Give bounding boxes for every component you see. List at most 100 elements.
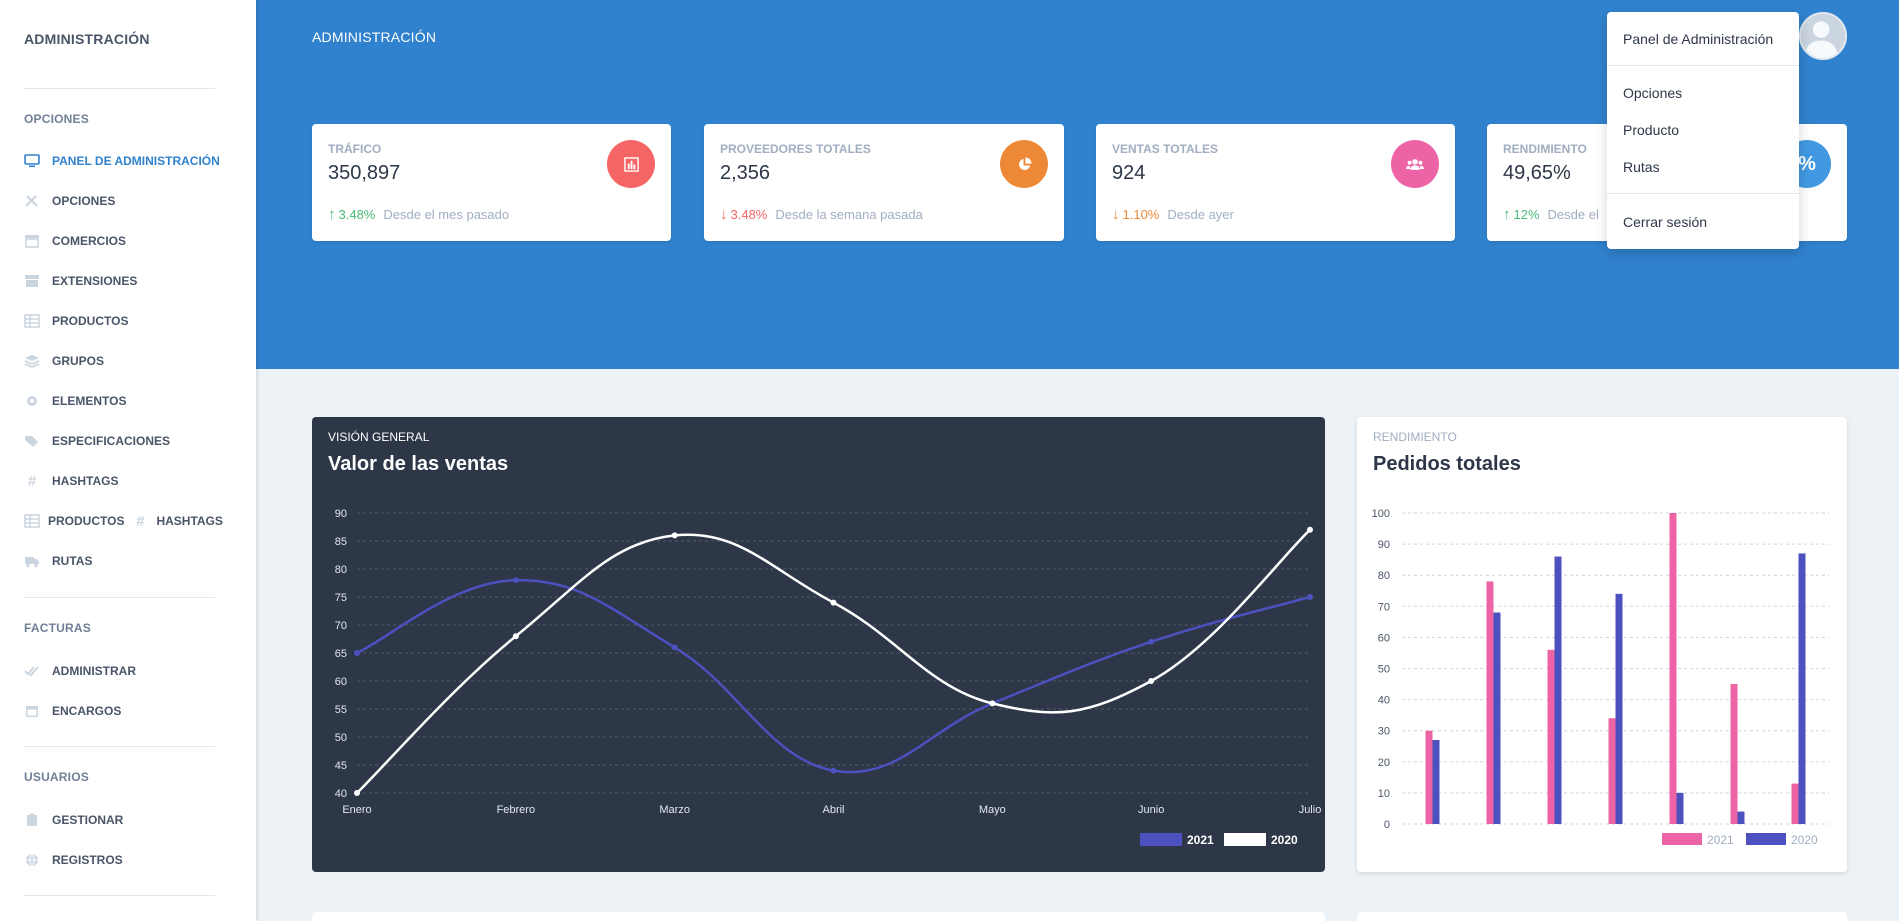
globe-icon — [24, 853, 40, 867]
y-tick-label: 40 — [1378, 695, 1390, 707]
bar — [1554, 556, 1562, 824]
sidebar-item-productos[interactable]: PRODUCTOS — [24, 311, 128, 331]
y-tick-label: 85 — [335, 536, 347, 548]
series-line-2021 — [356, 578, 1311, 774]
bar — [1798, 553, 1806, 824]
y-tick-label: 65 — [335, 648, 347, 660]
dropdown-item-panel[interactable]: Panel de Administración — [1623, 31, 1774, 47]
x-tick-label: Enero — [342, 804, 371, 816]
bar — [1669, 513, 1677, 824]
sidebar-item-label: GRUPOS — [52, 354, 105, 368]
bar — [1737, 811, 1745, 824]
sidebar-item-opciones[interactable]: OPCIONES — [24, 191, 115, 211]
sidebar-item-elementos[interactable]: ELEMENTOS — [24, 391, 126, 411]
user-silhouette-icon — [1801, 14, 1845, 58]
stat-card-proveedores: PROVEEDORES TOTALES 2,356 ↓ 3.48% Desde l… — [704, 124, 1064, 241]
dropdown-item-opciones[interactable]: Opciones — [1623, 85, 1683, 101]
sidebar-item-label: PANEL DE ADMINISTRACIÓN — [52, 154, 220, 168]
bar — [1493, 612, 1501, 824]
stat-change-value: 1.10% — [1122, 207, 1160, 222]
y-tick-label: 70 — [335, 620, 347, 632]
arrow-up-icon: ↑ — [328, 206, 336, 223]
page-title: ADMINISTRACIÓN — [312, 29, 437, 45]
chart-bar-icon — [607, 140, 655, 188]
sidebar-item-label: REGISTROS — [52, 853, 123, 867]
dropdown-item-cerrar-sesion[interactable]: Cerrar sesión — [1623, 214, 1708, 230]
sidebar-item-administrar[interactable]: ADMINISTRAR — [24, 661, 136, 681]
stat-note: Desde el mes pasado — [383, 207, 510, 222]
divider — [24, 597, 215, 598]
sidebar-item-gestionar[interactable]: GESTIONAR — [24, 810, 123, 830]
data-point — [1148, 638, 1155, 645]
x-tick-label: Marzo — [659, 804, 690, 816]
bar — [1486, 581, 1494, 824]
sidebar-item-label: GESTIONAR — [52, 813, 124, 827]
dropdown-item-producto[interactable]: Producto — [1623, 122, 1680, 138]
dropdown-divider — [1607, 65, 1799, 66]
data-point — [1307, 594, 1313, 600]
y-tick-label: 45 — [335, 760, 347, 772]
sidebar-item-encargos[interactable]: ENCARGOS — [24, 701, 121, 721]
sidebar-item-grupos[interactable]: GRUPOS — [24, 351, 104, 371]
stat-footer: ↑ 3.48% Desde el mes pasado — [328, 206, 509, 223]
bar — [1608, 718, 1616, 824]
sidebar-item-registros[interactable]: REGISTROS — [24, 850, 123, 870]
y-tick-label: 90 — [335, 508, 347, 520]
sidebar-item-productos-hashtags[interactable]: PRODUCTOS # HASHTAGS — [24, 511, 223, 531]
stat-card-ventas: VENTAS TOTALES 924 ↓ 1.10% Desde ayer — [1096, 124, 1455, 241]
y-tick-label: 70 — [1378, 601, 1390, 613]
bar-chart: 0 10 20 30 40 50 60 70 80 90 100 2021 2020 — [1372, 508, 1829, 847]
data-point — [671, 644, 678, 651]
sidebar-item-label: PRODUCTOS — [48, 514, 125, 528]
y-tick-label: 60 — [1378, 632, 1390, 644]
sidebar-item-label-2: HASHTAGS — [156, 514, 223, 528]
clipboard-icon — [24, 813, 40, 827]
stat-change-value: 12% — [1513, 207, 1540, 222]
sidebar-item-panel[interactable]: PANEL DE ADMINISTRACIÓN — [24, 151, 220, 171]
sidebar-item-label: EXTENSIONES — [52, 274, 138, 288]
data-point — [830, 599, 837, 606]
stat-footer: ↑ 12% Desde el — [1503, 206, 1599, 223]
truck-icon — [24, 554, 40, 568]
sidebar-item-extensiones[interactable]: EXTENSIONES — [24, 271, 137, 291]
y-tick-label: 90 — [1378, 539, 1390, 551]
stat-note: Desde la semana pasada — [775, 207, 923, 222]
bar — [1425, 730, 1433, 824]
sidebar-item-hashtags[interactable]: # HASHTAGS — [24, 471, 119, 491]
y-tick-label: 30 — [1378, 726, 1390, 738]
data-point — [354, 790, 360, 796]
y-tick-label: 20 — [1378, 757, 1390, 769]
avatar[interactable] — [1799, 12, 1847, 60]
bottom-card-right — [1357, 912, 1847, 921]
check-double-icon — [24, 664, 40, 678]
sidebar-item-comercios[interactable]: COMERCIOS — [24, 231, 126, 251]
card-subtitle: VISIÓN GENERAL — [328, 430, 430, 444]
data-point — [354, 650, 360, 656]
y-tick-label: 0 — [1384, 819, 1390, 831]
data-point — [1307, 526, 1313, 533]
x-tick-label: Mayo — [979, 804, 1006, 816]
data-point — [512, 633, 519, 640]
stat-change: ↑ 3.48% — [328, 206, 375, 223]
sidebar-item-especificaciones[interactable]: ESPECIFICACIONES — [24, 431, 170, 451]
section-heading-facturas: FACTURAS — [24, 621, 91, 635]
arrow-down-icon: ↓ — [720, 206, 728, 223]
stat-label: RENDIMIENTO — [1503, 142, 1587, 156]
sidebar-brand[interactable]: ADMINISTRACIÓN — [24, 31, 150, 47]
sidebar-item-label: ADMINISTRAR — [52, 664, 136, 678]
stat-note: Desde ayer — [1167, 207, 1234, 222]
data-point — [1148, 678, 1155, 684]
sidebar-item-rutas[interactable]: RUTAS — [24, 551, 92, 571]
sidebar-item-label: PRODUCTOS — [52, 314, 129, 328]
stat-note: Desde el — [1547, 207, 1599, 222]
dropdown-item-rutas[interactable]: Rutas — [1623, 159, 1660, 175]
dropdown-divider — [1607, 193, 1799, 194]
sidebar: ADMINISTRACIÓN OPCIONES PANEL DE ADMINIS… — [0, 0, 256, 921]
sidebar-item-label: ELEMENTOS — [52, 394, 127, 408]
bar — [1615, 593, 1623, 824]
legend-swatch — [1140, 833, 1182, 846]
bar — [1432, 740, 1440, 824]
legend-label: 2020 — [1271, 833, 1298, 847]
sidebar-item-label: ENCARGOS — [52, 704, 122, 718]
y-tick-label: 60 — [335, 676, 347, 688]
